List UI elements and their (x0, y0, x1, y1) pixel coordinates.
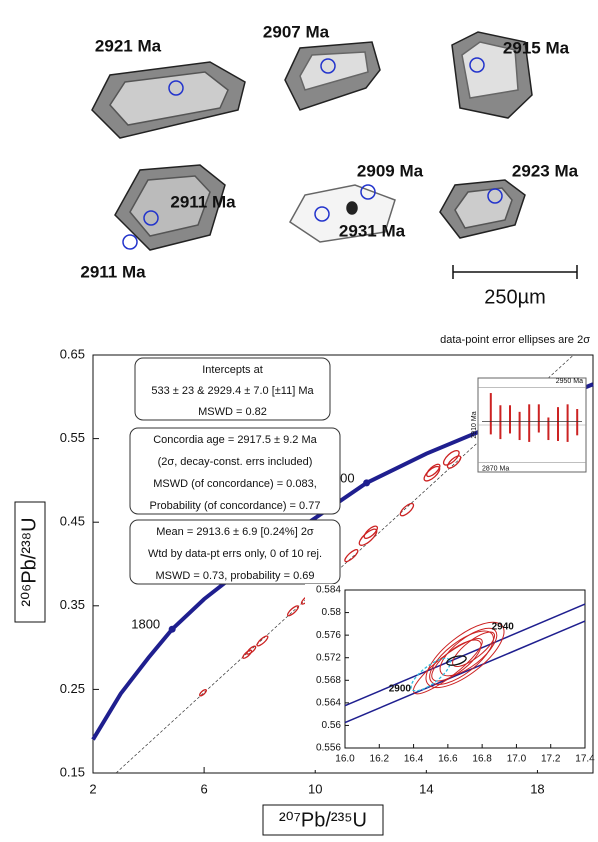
x-tick-label: 6 (200, 781, 207, 796)
age-marker (169, 626, 176, 633)
age-label: 2911 Ma (170, 192, 236, 211)
note: data-point error ellipses are 2σ (440, 334, 590, 346)
annotation-line: Concordia age = 2917.5 ± 9.2 Ma (153, 434, 317, 446)
y-label: ²⁰⁶Pb/²³⁸U (18, 517, 40, 606)
y-tick-label: 0.25 (60, 681, 85, 696)
figure: 2921 Ma 2907 Ma 2915 Ma 2911 Ma 2911 Ma … (0, 0, 598, 842)
error-ellipse (286, 605, 299, 618)
scale-bar (453, 265, 577, 279)
age-label: 2907 Ma (263, 22, 330, 41)
zoom-x-tick-label: 16.4 (404, 754, 424, 765)
zoom-y-tick-label: 0.576 (316, 630, 341, 641)
error-ellipse (446, 454, 463, 470)
inclusion (347, 202, 357, 214)
spot (123, 235, 137, 249)
mean-inset-tick-label: 2910 Ma (471, 411, 478, 438)
x-tick-label: 2 (89, 781, 96, 796)
zoom-x-tick-label: 17.2 (541, 754, 561, 765)
age-label: 2911 Ma (80, 262, 146, 281)
annotation-line: 533 ± 23 & 2929.4 ± 7.0 [±11] Ma (151, 385, 314, 397)
scale-bar-label: 250µm (484, 286, 546, 308)
zoom-x-tick-label: 16.8 (472, 754, 492, 765)
mean-inset-tick-label: 2870 Ma (482, 465, 509, 472)
x-tick-label: 14 (419, 781, 433, 796)
y-tick-label: 0.15 (60, 764, 85, 779)
zoom-y-tick-label: 0.572 (316, 652, 341, 663)
zoom-y-tick-label: 0.58 (322, 607, 342, 618)
x-label: ²⁰⁷Pb/²³⁵U (279, 809, 367, 831)
age-label: 2923 Ma (512, 161, 579, 180)
x-tick-label: 10 (308, 781, 322, 796)
y-tick-label: 0.65 (60, 346, 85, 361)
annotation-line: MSWD = 0.73, probability = 0.69 (156, 570, 315, 582)
annotation-line: (2σ, decay-const. errs included) (158, 456, 313, 468)
error-ellipse (398, 502, 415, 518)
y-tick-label: 0.35 (60, 597, 85, 612)
annotation-line: Wtd by data-pt errs only, 0 of 10 rej. (148, 548, 322, 560)
page: {"zircons": {"labels": ["2921 Ma", "2907… (0, 0, 598, 842)
age-label: 2931 Ma (339, 221, 406, 240)
y-tick-label: 0.45 (60, 514, 85, 529)
annotation-line: MSWD = 0.82 (198, 406, 267, 418)
zoom-y-tick-label: 0.568 (316, 675, 341, 686)
zoom-x-tick-label: 16.6 (438, 754, 458, 765)
error-ellipse (441, 448, 461, 467)
zoom-y-tick-label: 0.56 (322, 720, 342, 731)
zoom-age-label: 2900 (389, 683, 412, 694)
zoom-x-tick-label: 17.4 (575, 754, 595, 765)
zoom-x-tick-label: 16.2 (370, 754, 390, 765)
annotation-line: Mean = 2913.6 ± 6.9 [0.24%] 2σ (156, 526, 314, 538)
error-ellipse (343, 548, 359, 563)
mean-inset-tick-label: 2950 Ma (556, 378, 583, 385)
zoom-y-tick-label: 0.556 (316, 743, 341, 754)
annotation-line: Intercepts at (202, 364, 263, 376)
zoom-x-tick-label: 17.0 (507, 754, 527, 765)
x-tick-label: 18 (530, 781, 544, 796)
error-ellipse (256, 635, 269, 648)
age-label: 2921 Ma (95, 36, 162, 55)
error-ellipse (199, 689, 207, 697)
age-marker-label: 1800 (131, 617, 160, 632)
zoom-age-label: 2940 (492, 621, 515, 632)
zoom-inset-bg (305, 584, 590, 770)
zoom-y-tick-label: 0.564 (316, 697, 341, 708)
age-marker (363, 479, 370, 486)
zoom-y-tick-label: 0.584 (316, 585, 341, 596)
y-tick-label: 0.55 (60, 430, 85, 445)
annotation-line: Probability (of concordance) = 0.77 (150, 500, 321, 512)
annotation-line: MSWD (of concordance) = 0.083, (153, 478, 317, 490)
age-label: 2909 Ma (357, 161, 424, 180)
age-label: 2915 Ma (503, 38, 570, 57)
zoom-x-tick-label: 16.0 (335, 754, 355, 765)
